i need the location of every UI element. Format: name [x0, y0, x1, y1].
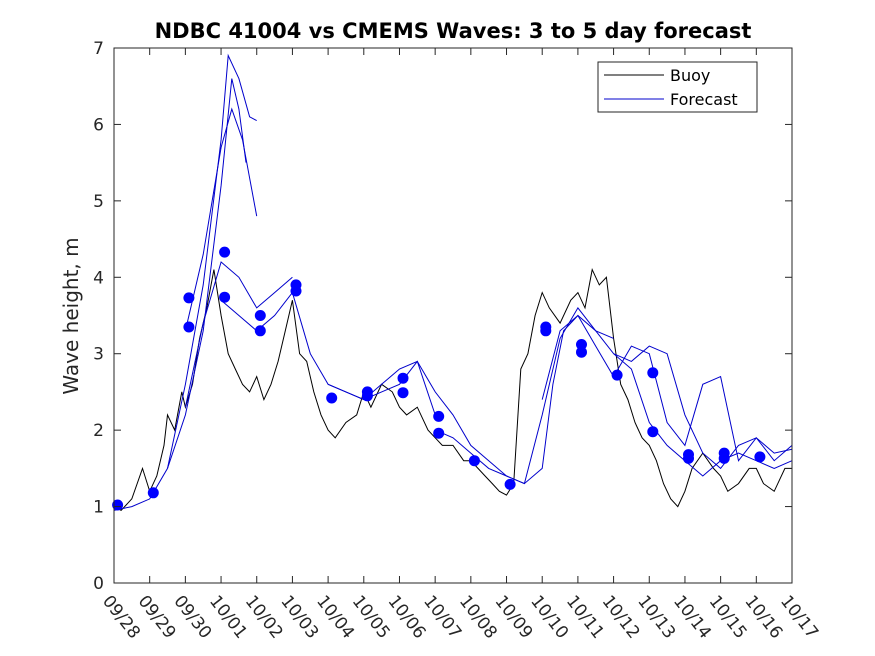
forecast-marker: [468, 455, 480, 467]
legend-buoy-label: Buoy: [670, 66, 710, 85]
forecast-marker: [576, 339, 587, 350]
forecast-marker: [254, 325, 266, 337]
axes-box: [113, 47, 793, 584]
forecast-marker: [433, 410, 445, 422]
forecast-marker: [647, 426, 659, 438]
forecast-marker: [683, 452, 694, 464]
y-tick-label: 0: [93, 574, 104, 594]
forecast-marker: [576, 346, 587, 358]
forecast-marker: [326, 392, 338, 404]
plot-area: [114, 48, 792, 583]
y-axis-label: Wave height, m: [59, 237, 83, 394]
y-tick-label: 2: [93, 421, 104, 441]
y-tick-label: 5: [93, 192, 104, 212]
forecast-marker: [112, 499, 124, 511]
marker-layer: [112, 246, 766, 511]
forecast-series-line-2: [167, 53, 257, 469]
forecast-series-line-8: [541, 314, 793, 462]
forecast-marker: [254, 310, 266, 321]
forecast-marker: [290, 279, 302, 291]
forecast-series-line-9: [613, 345, 793, 470]
forecast-marker: [183, 321, 195, 333]
forecast-marker: [397, 372, 409, 384]
forecast-marker: [147, 487, 159, 499]
forecast-marker: [754, 451, 766, 463]
chart-title: NDBC 41004 vs CMEMS Waves: 3 to 5 day fo…: [155, 19, 752, 43]
forecast-marker: [540, 325, 552, 337]
y-tick-label: 7: [93, 39, 104, 59]
forecast-marker: [504, 478, 516, 490]
series-layer: [113, 53, 793, 512]
forecast-marker: [433, 427, 445, 439]
forecast-marker: [219, 291, 231, 303]
y-tick-label: 3: [93, 345, 104, 365]
forecast-marker: [611, 369, 623, 381]
forecast-marker: [183, 292, 195, 304]
forecast-marker: [361, 390, 373, 402]
y-tick-label: 1: [93, 498, 104, 518]
y-tick-label: 6: [93, 115, 104, 135]
y-tick-label: 4: [93, 268, 104, 288]
buoy-series-line: [113, 267, 792, 512]
forecast-series-line-4: [184, 261, 293, 408]
legend-forecast-label: Forecast: [670, 90, 738, 109]
forecast-series-line-1: [113, 78, 247, 511]
forecast-marker: [219, 246, 231, 258]
forecast-marker: [718, 447, 730, 459]
legend: Buoy Forecast: [597, 61, 758, 113]
forecast-marker: [397, 387, 409, 399]
y-axis-ticks: 0 1 2 3 4 5 6 7: [93, 39, 792, 594]
forecast-marker: [647, 367, 659, 379]
legend-box: [597, 61, 758, 113]
forecast-series-line-3: [184, 107, 258, 331]
